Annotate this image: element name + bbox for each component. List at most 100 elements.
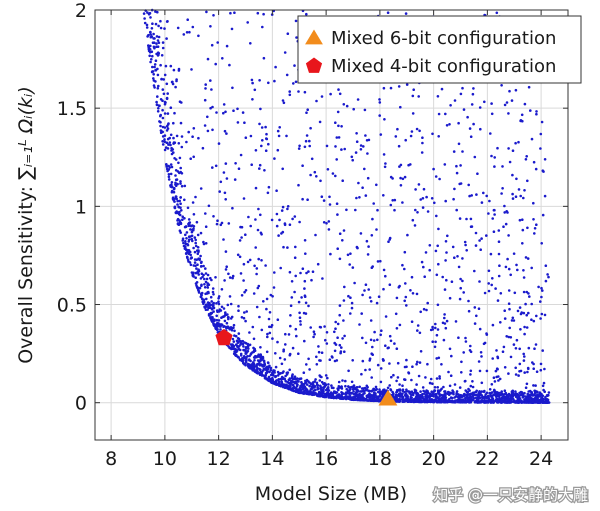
config-point	[262, 56, 266, 60]
config-point	[206, 284, 209, 287]
config-point	[251, 98, 254, 101]
config-point	[403, 299, 407, 303]
config-point	[395, 347, 399, 351]
config-point	[203, 283, 206, 286]
config-point	[480, 400, 483, 404]
config-point	[191, 274, 195, 278]
config-point	[379, 133, 383, 136]
config-point	[264, 371, 268, 375]
legend-label: Mixed 6-bit configuration	[331, 28, 556, 49]
config-point	[415, 383, 418, 386]
config-point	[217, 319, 221, 322]
config-point	[434, 249, 438, 253]
config-point	[267, 317, 271, 321]
config-point	[361, 390, 365, 393]
config-point	[350, 155, 354, 159]
config-point	[493, 390, 497, 394]
config-point	[415, 127, 419, 131]
config-point	[314, 233, 317, 237]
config-point	[467, 309, 471, 313]
config-point	[246, 362, 250, 366]
config-point	[395, 391, 398, 394]
config-point	[532, 384, 535, 387]
config-point	[411, 365, 414, 369]
config-point	[420, 260, 424, 264]
config-point	[256, 11, 260, 15]
config-point	[334, 121, 337, 124]
config-point	[503, 317, 507, 320]
config-point	[191, 135, 194, 138]
config-point	[437, 397, 441, 400]
config-point	[350, 306, 354, 310]
config-point	[338, 304, 342, 307]
config-point	[348, 263, 352, 266]
config-point	[252, 350, 256, 354]
config-point	[197, 34, 200, 38]
config-point	[211, 317, 215, 321]
config-point	[217, 302, 221, 306]
config-point	[459, 400, 462, 404]
config-point	[359, 144, 363, 147]
config-point	[289, 324, 292, 328]
config-point	[214, 326, 217, 330]
config-point	[361, 387, 365, 390]
config-point	[286, 32, 290, 35]
config-point	[463, 392, 466, 396]
config-point	[304, 252, 307, 255]
config-point	[398, 389, 402, 392]
config-point	[217, 295, 221, 298]
config-point	[380, 390, 383, 394]
config-point	[171, 80, 174, 84]
config-point	[174, 195, 178, 198]
config-point	[312, 389, 315, 393]
config-point	[252, 337, 256, 341]
config-point	[263, 363, 267, 367]
config-point	[405, 358, 408, 362]
config-point	[470, 397, 473, 401]
config-point	[493, 380, 497, 383]
config-point	[401, 201, 404, 204]
config-point	[388, 283, 392, 287]
config-point	[148, 54, 151, 58]
config-point	[398, 284, 401, 288]
config-point	[262, 12, 265, 16]
config-point	[315, 363, 319, 366]
config-point	[522, 290, 526, 294]
config-point	[186, 206, 190, 210]
config-point	[366, 253, 370, 256]
config-point	[271, 378, 274, 381]
config-point	[482, 400, 486, 403]
config-point	[210, 43, 214, 47]
config-point	[321, 277, 324, 280]
config-point	[169, 64, 173, 68]
config-point	[202, 264, 205, 268]
config-point	[411, 292, 415, 295]
config-point	[201, 146, 205, 150]
config-point	[167, 143, 170, 146]
config-point	[542, 388, 545, 392]
config-point	[163, 112, 167, 115]
config-point	[535, 400, 539, 403]
config-point	[437, 356, 441, 360]
config-point	[197, 136, 200, 140]
config-point	[335, 158, 339, 161]
config-point	[344, 384, 347, 388]
config-point	[203, 286, 207, 289]
y-tick-label: 1	[75, 196, 87, 218]
config-point	[452, 392, 455, 396]
config-point	[482, 191, 485, 195]
config-point	[251, 325, 255, 329]
config-point	[490, 383, 494, 386]
config-point	[276, 148, 280, 152]
config-point	[517, 395, 521, 399]
config-point	[514, 347, 518, 350]
config-point	[411, 94, 415, 98]
config-point	[540, 120, 544, 124]
config-point	[457, 142, 461, 146]
config-point	[332, 390, 336, 393]
config-point	[255, 267, 259, 270]
config-point	[302, 311, 306, 315]
config-point	[351, 158, 355, 162]
config-point	[202, 302, 205, 306]
